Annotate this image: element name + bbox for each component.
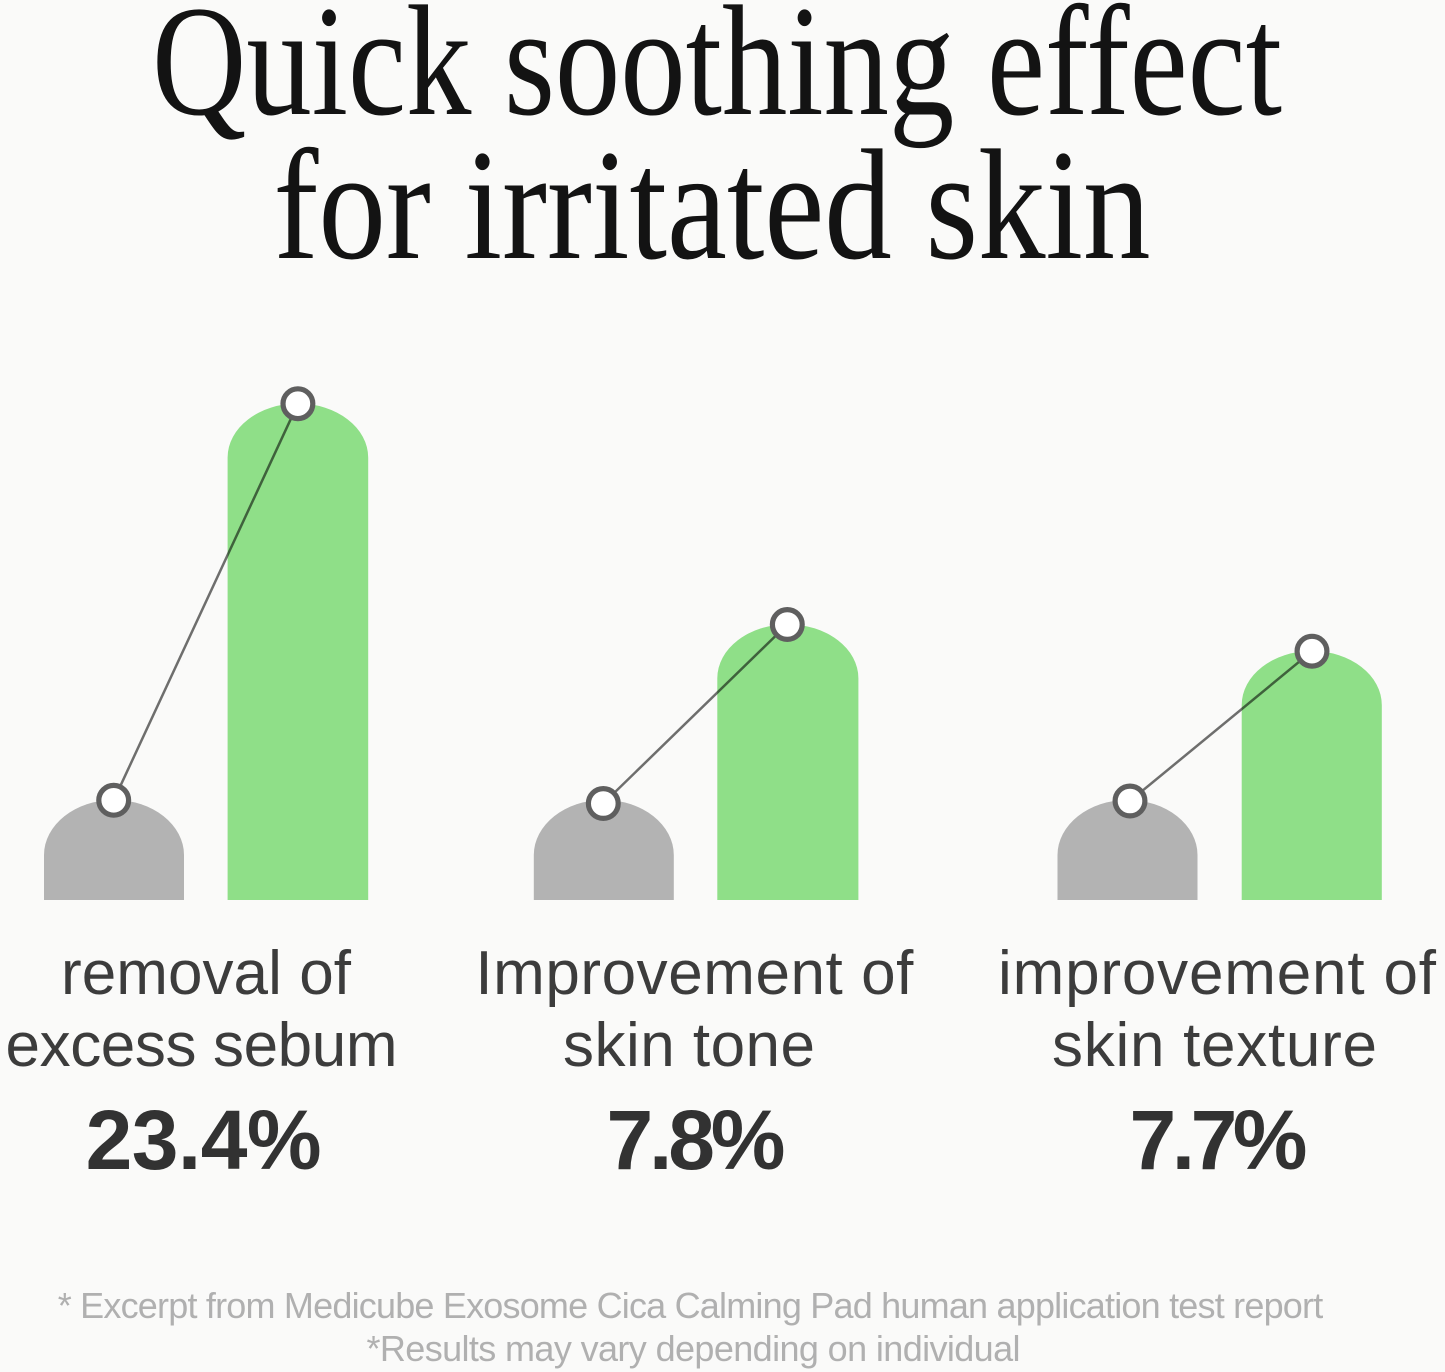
svg-text:23.4%: 23.4% [86, 1093, 322, 1187]
svg-text:Quick soothing effect: Quick soothing effect [152, 0, 1282, 149]
svg-text:7.7%: 7.7% [1130, 1093, 1308, 1187]
svg-text:skin texture: skin texture [1052, 1011, 1377, 1080]
svg-text:Improvement of: Improvement of [475, 939, 914, 1008]
svg-text:removal of: removal of [61, 939, 352, 1008]
svg-text:excess sebum: excess sebum [6, 1011, 398, 1080]
svg-text:*Results may vary depending on: *Results may vary depending on individua… [367, 1328, 1021, 1369]
svg-text:* Excerpt from Medicube Exosom: * Excerpt from Medicube Exosome Cica Cal… [58, 1285, 1324, 1326]
svg-text:7.8%: 7.8% [607, 1093, 786, 1187]
svg-text:skin tone: skin tone [563, 1011, 815, 1080]
svg-text:improvement of: improvement of [998, 939, 1437, 1008]
svg-text:for irritated skin: for irritated skin [274, 118, 1151, 293]
